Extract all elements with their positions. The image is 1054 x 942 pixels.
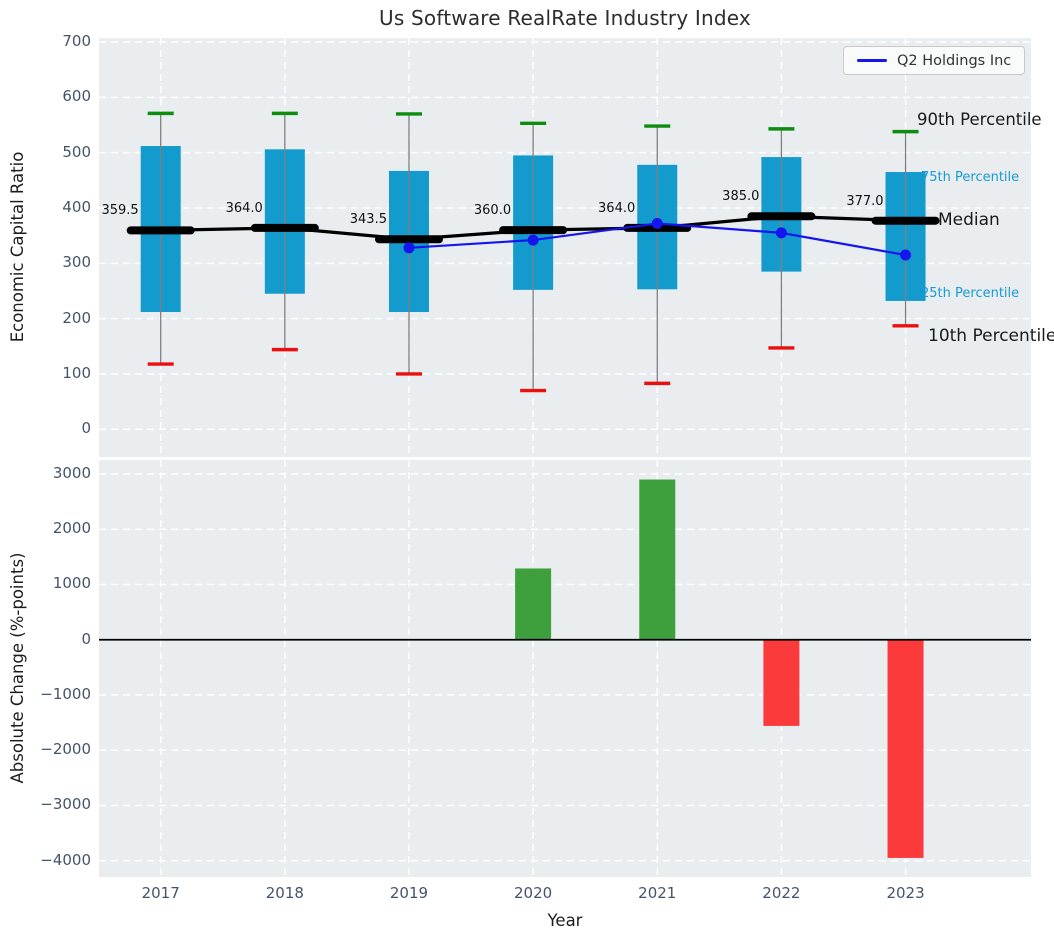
- bar-negative: [763, 639, 800, 726]
- median-value-label: 385.0: [722, 189, 760, 205]
- overlay-point: [651, 217, 663, 229]
- bottom-y-tick-label: 2000: [52, 519, 91, 538]
- annotation-median: Median: [938, 210, 1000, 230]
- annotation-90th-percentile: 90th Percentile: [917, 110, 1042, 129]
- top-y-tick-label: 500: [62, 142, 91, 161]
- overlay-point: [775, 227, 787, 239]
- top-y-tick-label: 0: [81, 419, 91, 438]
- x-tick-label: 2023: [886, 884, 925, 902]
- annotation-25th-percentile: 25th Percentile: [921, 286, 1020, 301]
- annotation-75th-percentile: 75th Percentile: [921, 170, 1020, 185]
- top-y-axis-label: Economic Capital Ratio: [8, 151, 27, 343]
- bottom-y-tick-label: −2000: [40, 740, 91, 759]
- overlay-point: [527, 234, 539, 246]
- bottom-y-tick-label: 1000: [52, 574, 91, 593]
- legend: Q2 Holdings Inc: [843, 46, 1026, 75]
- x-tick-label: 2017: [141, 884, 180, 902]
- bottom-y-tick-label: 0: [81, 629, 91, 648]
- median-value-label: 359.5: [101, 203, 139, 219]
- top-y-tick-label: 600: [62, 87, 91, 106]
- top-y-tick-label: 400: [62, 197, 91, 216]
- bottom-y-tick-label: −3000: [40, 795, 91, 814]
- top-y-tick-label: 700: [62, 32, 91, 50]
- overlay-point: [403, 242, 415, 254]
- top-y-tick-label: 100: [62, 363, 91, 382]
- median-value-label: 343.5: [349, 212, 387, 228]
- bottom-y-axis-label: Absolute Change (%-points): [8, 552, 27, 784]
- x-tick-label: 2021: [638, 884, 677, 902]
- top-y-tick-label: 300: [62, 253, 91, 272]
- x-tick-label: 2018: [265, 884, 304, 902]
- legend-label: Q2 Holdings Inc: [897, 52, 1012, 69]
- x-tick-label: 2019: [389, 884, 429, 902]
- top-y-tick-label: 200: [62, 308, 91, 327]
- median-value-label: 377.0: [846, 193, 884, 209]
- bottom-y-tick-label: 3000: [52, 464, 91, 482]
- legend-line-sample: [857, 59, 887, 62]
- median-value-label: 360.0: [473, 203, 512, 219]
- bottom-axes: [99, 460, 1031, 877]
- bottom-y-tick-label: −1000: [40, 684, 91, 703]
- median-value-label: 364.0: [598, 200, 636, 216]
- x-tick-label: 2022: [762, 884, 801, 902]
- annotation-10th-percentile: 10th Percentile: [928, 326, 1054, 346]
- overlay-point: [900, 249, 912, 261]
- median-value-label: 364.0: [225, 200, 263, 216]
- x-tick-label: 2020: [514, 884, 553, 902]
- bottom-y-tick-label: −4000: [40, 850, 91, 869]
- x-axis-label: Year: [547, 911, 583, 930]
- bar-positive: [515, 568, 552, 640]
- top-axes: [99, 38, 1031, 457]
- bar-positive: [639, 479, 676, 640]
- bar-negative: [887, 639, 924, 858]
- chart-title: Us Software RealRate Industry Index: [379, 6, 751, 30]
